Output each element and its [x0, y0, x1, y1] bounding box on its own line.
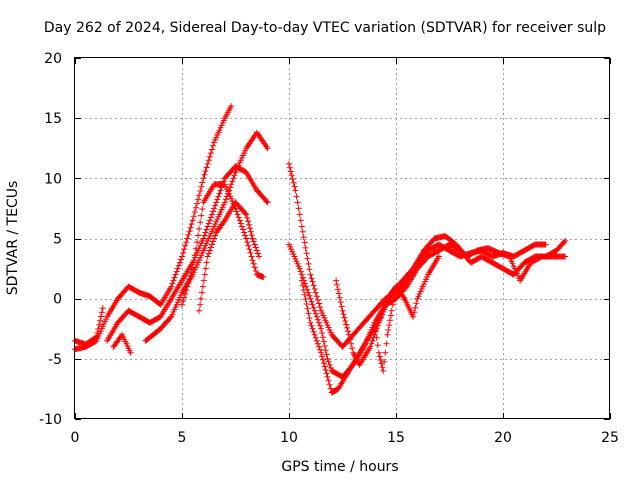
y-tick-labels: -10 -5 0 5 10 15 20 — [39, 51, 62, 428]
y-tick-label: 15 — [44, 111, 62, 127]
x-tick-label: 25 — [601, 430, 619, 446]
data-markers — [110, 331, 134, 356]
y-tick-label: 0 — [53, 292, 62, 308]
data-markers — [196, 199, 262, 314]
x-tick-label: 20 — [494, 430, 512, 446]
series-track-9 — [286, 237, 569, 380]
data-markers — [104, 163, 271, 344]
series-track-3 — [104, 163, 271, 344]
plot-frame — [74, 57, 610, 419]
series-track-11 — [333, 253, 442, 368]
series-track-12 — [371, 283, 399, 374]
series-track-8 — [286, 160, 549, 350]
series-track-5 — [142, 129, 271, 344]
x-tick-label: 15 — [387, 430, 405, 446]
y-tick-label: 20 — [44, 51, 62, 67]
data-markers — [333, 253, 442, 368]
x-tick-label: 10 — [280, 430, 298, 446]
x-tick-label: 0 — [71, 430, 80, 446]
y-tick-label: 5 — [53, 232, 62, 248]
series-track-6 — [179, 181, 267, 308]
y-tick-label: -5 — [48, 352, 62, 368]
data-series — [72, 103, 569, 396]
series-track-10 — [298, 233, 569, 396]
series-track-4 — [110, 331, 134, 356]
series-track-7 — [196, 199, 262, 314]
data-markers — [179, 181, 267, 308]
y-tick-label: -10 — [39, 412, 62, 428]
data-markers — [286, 160, 549, 350]
y-tick-label: 10 — [44, 171, 62, 187]
axis-ticks — [75, 58, 611, 420]
series-track-1 — [72, 103, 235, 353]
y-axis-title: SDTVAR / TECUs — [5, 181, 21, 296]
data-markers — [371, 283, 399, 374]
data-markers — [286, 237, 569, 380]
x-tick-label: 5 — [178, 430, 187, 446]
data-markers — [142, 129, 271, 344]
x-axis-title: GPS time / hours — [281, 459, 398, 475]
data-markers — [72, 103, 235, 353]
chart-title: Day 262 of 2024, Sidereal Day-to-day VTE… — [44, 20, 606, 36]
x-tick-labels: 0 5 10 15 20 25 — [71, 430, 619, 446]
grid — [75, 58, 610, 419]
data-markers — [298, 233, 569, 396]
